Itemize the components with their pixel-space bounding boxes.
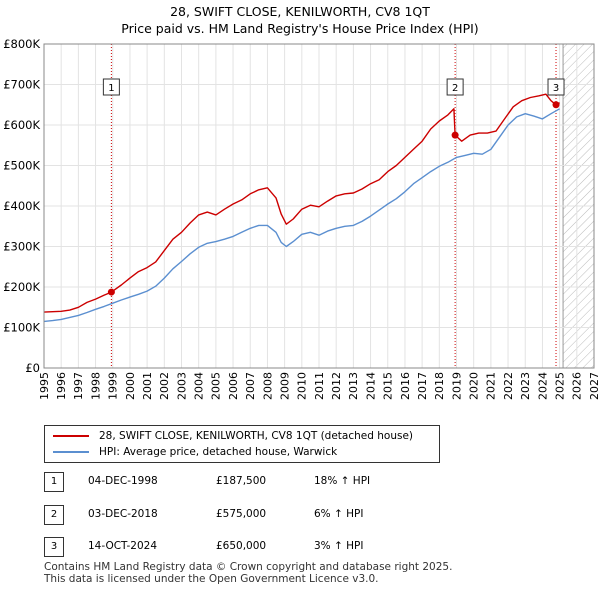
series-line-hpi <box>43 108 560 323</box>
sale-marker-label-box <box>102 78 120 96</box>
sale-marker-label: 2 <box>452 83 458 94</box>
plot-border <box>43 43 595 369</box>
x-tick-label: 1999 <box>107 372 120 400</box>
y-tick-label: £500K <box>3 159 40 173</box>
sale-hpi-change: 6% ↑ HPI <box>314 508 364 520</box>
chart-subtitle: Price paid vs. HM Land Registry's House … <box>121 21 479 36</box>
y-tick-label: £800K <box>3 37 40 51</box>
x-tick-label: 2000 <box>124 372 137 400</box>
x-tick-label: 2027 <box>588 372 600 400</box>
legend-swatch-hpi <box>53 451 89 453</box>
sale-marker-label: 3 <box>553 83 559 94</box>
x-tick-label: 2014 <box>364 372 377 400</box>
x-tick-label: 1997 <box>72 372 85 400</box>
x-tick-label: 2017 <box>416 372 429 400</box>
x-tick-label: 2004 <box>193 372 206 400</box>
x-tick-label: 1995 <box>38 372 51 400</box>
legend-swatch-property <box>53 435 89 437</box>
sale-price: £650,000 <box>216 540 267 552</box>
sale-marker-label-box <box>547 78 565 96</box>
sale-marker-point <box>107 288 115 296</box>
sale-date: 14-OCT-2024 <box>88 540 157 552</box>
y-tick-label: £300K <box>3 240 40 254</box>
sale-marker-point <box>552 101 560 109</box>
x-tick-label: 2009 <box>278 372 291 400</box>
legend-label-property: 28, SWIFT CLOSE, KENILWORTH, CV8 1QT (de… <box>99 430 414 442</box>
x-tick-label: 2008 <box>261 372 274 400</box>
sale-number-badge: 3 <box>44 537 64 557</box>
sale-row: 3 14-OCT-2024 £650,000 3% ↑ HPI <box>44 537 464 557</box>
sale-number-badge: 1 <box>44 472 64 492</box>
x-tick-label: 2021 <box>485 372 498 400</box>
x-tick-label: 2007 <box>244 372 257 400</box>
x-tick-label: 1998 <box>89 372 102 400</box>
x-tick-label: 1996 <box>55 372 68 400</box>
y-tick-label: £0 <box>25 361 40 375</box>
sale-marker-label: 1 <box>108 83 114 94</box>
footer-licence: This data is licensed under the Open Gov… <box>44 573 379 585</box>
x-tick-label: 2012 <box>330 372 343 400</box>
sale-row: 2 03-DEC-2018 £575,000 6% ↑ HPI <box>44 505 464 525</box>
x-tick-label: 2002 <box>158 372 171 400</box>
y-tick-label: £200K <box>3 280 40 294</box>
series-line-property <box>43 93 560 313</box>
x-tick-label: 2006 <box>227 372 240 400</box>
price-chart: 1 2 3 £0 £100K £200K £300K £400K £500K £600K £700K… <box>3 37 600 400</box>
x-tick-label: 2024 <box>536 372 549 400</box>
y-tick-label: £400K <box>3 199 40 213</box>
sale-date: 04-DEC-1998 <box>88 475 158 487</box>
x-tick-label: 2018 <box>433 372 446 400</box>
x-tick-label: 2013 <box>347 372 360 400</box>
sale-marker-point <box>451 131 459 139</box>
x-tick-label: 2025 <box>553 372 566 400</box>
sale-number-badge: 2 <box>44 505 64 525</box>
x-tick-label: 2001 <box>141 372 154 400</box>
legend: 28, SWIFT CLOSE, KENILWORTH, CV8 1QT (de… <box>44 425 440 463</box>
x-tick-label: 2003 <box>175 372 188 400</box>
footer-attribution: Contains HM Land Registry data © Crown c… <box>44 561 452 585</box>
x-tick-label: 2019 <box>450 372 463 400</box>
x-tick-label: 2016 <box>399 372 412 400</box>
footer-copyright: Contains HM Land Registry data © Crown c… <box>44 561 453 573</box>
sale-hpi-change: 3% ↑ HPI <box>314 540 364 552</box>
sale-row: 1 04-DEC-1998 £187,500 18% ↑ HPI <box>44 472 464 492</box>
sale-marker-label-box <box>446 78 464 96</box>
x-tick-label: 2020 <box>468 372 481 400</box>
y-tick-label: £700K <box>3 78 40 92</box>
y-tick-label: £100K <box>3 321 40 335</box>
x-tick-label: 2026 <box>571 372 584 400</box>
sale-price: £575,000 <box>216 508 267 520</box>
sale-hpi-change: 18% ↑ HPI <box>314 475 371 487</box>
sale-price: £187,500 <box>216 475 267 487</box>
x-tick-label: 2011 <box>313 372 326 400</box>
x-tick-label: 2010 <box>296 372 309 400</box>
legend-label-hpi: HPI: Average price, detached house, Warw… <box>99 446 338 458</box>
x-tick-label: 2005 <box>210 372 223 400</box>
chart-title: 28, SWIFT CLOSE, KENILWORTH, CV8 1QT <box>170 4 430 19</box>
sale-date: 03-DEC-2018 <box>88 508 158 520</box>
x-tick-label: 2022 <box>502 372 515 400</box>
x-tick-label: 2023 <box>519 372 532 400</box>
legend-item-hpi: HPI: Average price, detached house, Warw… <box>53 445 337 459</box>
x-tick-label: 2015 <box>382 372 395 400</box>
y-tick-label: £600K <box>3 118 40 132</box>
legend-item-property: 28, SWIFT CLOSE, KENILWORTH, CV8 1QT (de… <box>53 429 413 443</box>
